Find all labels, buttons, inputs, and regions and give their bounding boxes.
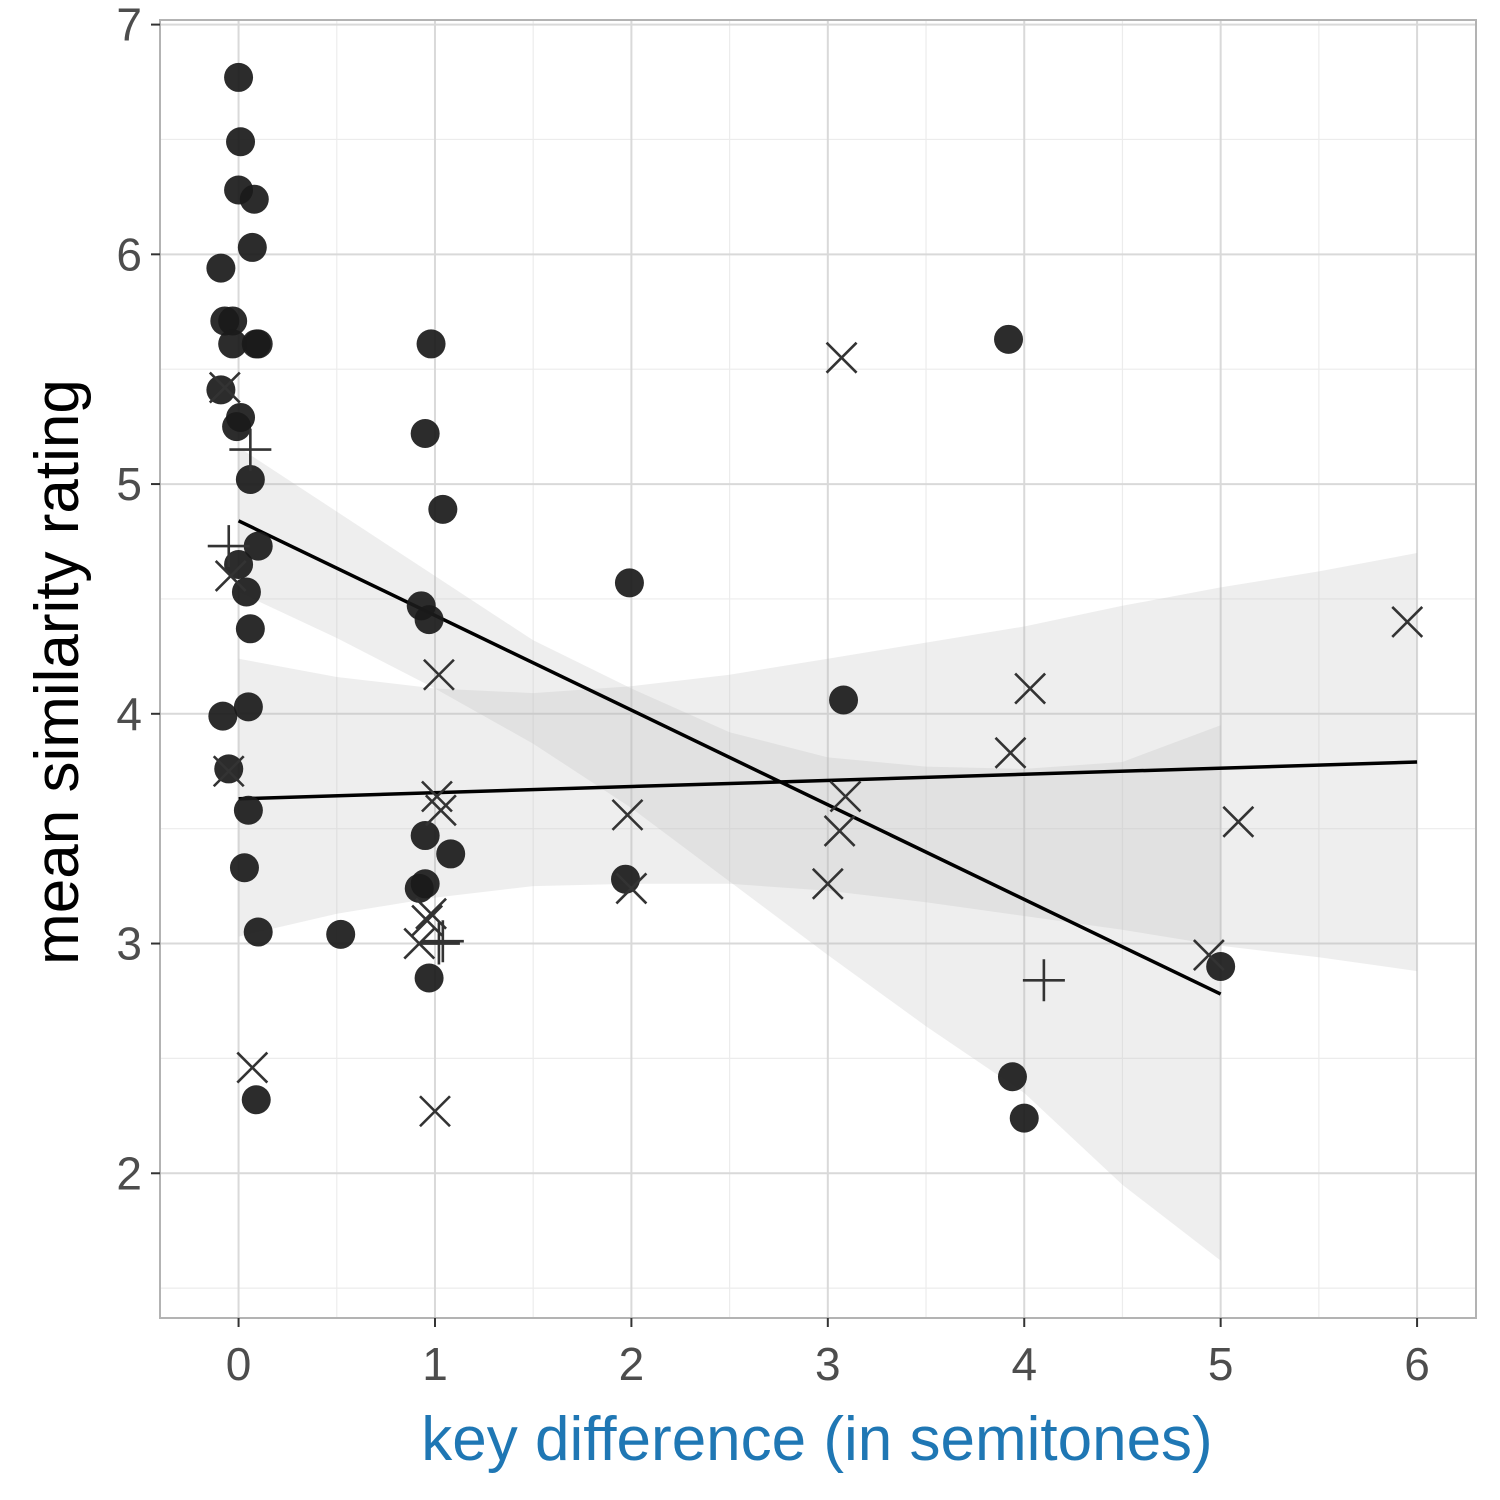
point-circle bbox=[218, 306, 248, 336]
point-circle bbox=[414, 605, 444, 635]
x-tick-label: 0 bbox=[226, 1338, 252, 1390]
axes: 0 1 2 3 4 5 6 2 3 4 5 6 7 bbox=[116, 0, 1477, 1390]
point-cross bbox=[236, 1051, 269, 1084]
regression-line-2 bbox=[238, 760, 1418, 801]
point-cross bbox=[811, 867, 844, 900]
regression-lines bbox=[237, 519, 1418, 996]
x-tick-label: 3 bbox=[815, 1338, 841, 1390]
point-circle bbox=[222, 412, 252, 442]
point-circle bbox=[326, 919, 356, 949]
point-circle bbox=[226, 127, 256, 157]
point-circle bbox=[414, 963, 444, 993]
x-tick-label: 6 bbox=[1404, 1338, 1430, 1390]
point-circle bbox=[436, 839, 466, 869]
grid-lines bbox=[160, 20, 1476, 1318]
x-tick-label: 4 bbox=[1011, 1338, 1037, 1390]
point-cross bbox=[994, 736, 1027, 769]
point-circle bbox=[218, 329, 248, 359]
point-circle bbox=[229, 853, 259, 883]
point-cross bbox=[829, 780, 862, 813]
point-circle bbox=[994, 324, 1024, 354]
x-tick-label: 2 bbox=[619, 1338, 645, 1390]
point-circle bbox=[997, 1062, 1027, 1092]
point-circle bbox=[410, 419, 440, 449]
point-cross bbox=[1222, 805, 1255, 838]
x-tick-label: 1 bbox=[422, 1338, 448, 1390]
point-plus bbox=[417, 922, 460, 965]
point-circle bbox=[206, 253, 236, 283]
point-circle bbox=[611, 864, 641, 894]
point-circle bbox=[235, 614, 265, 644]
point-plus bbox=[1022, 959, 1065, 1002]
point-circle bbox=[239, 184, 269, 214]
point-cross bbox=[422, 658, 455, 691]
confidence-band-1 bbox=[238, 447, 1221, 1261]
point-cross bbox=[212, 755, 245, 788]
point-circle bbox=[410, 821, 440, 851]
point-circle bbox=[224, 549, 254, 579]
y-tick-label: 2 bbox=[116, 1147, 142, 1199]
point-circle bbox=[428, 494, 458, 524]
point-circle bbox=[243, 917, 273, 947]
point-cross bbox=[615, 872, 648, 905]
point-circle bbox=[241, 1085, 271, 1115]
point-circle bbox=[416, 329, 446, 359]
point-circle bbox=[235, 464, 265, 494]
confidence-bands bbox=[238, 447, 1418, 1261]
point-circle bbox=[1009, 1103, 1039, 1133]
point-circle bbox=[233, 795, 263, 825]
point-circle bbox=[243, 531, 273, 561]
point-plus bbox=[229, 428, 272, 471]
point-cross bbox=[421, 780, 453, 813]
point-plus bbox=[421, 920, 464, 963]
point-cross bbox=[823, 815, 856, 847]
y-tick-label: 7 bbox=[116, 0, 142, 51]
plot-panel bbox=[160, 20, 1476, 1318]
y-axis-title: mean similarity rating bbox=[23, 379, 92, 965]
point-cross bbox=[419, 1095, 451, 1128]
point-cross bbox=[1192, 939, 1225, 971]
point-cross bbox=[1014, 672, 1047, 705]
y-tick-label: 5 bbox=[116, 458, 142, 510]
point-circle bbox=[214, 754, 244, 784]
y-tick-label: 3 bbox=[116, 918, 142, 970]
point-circle bbox=[404, 873, 434, 903]
y-tick-label: 6 bbox=[116, 228, 142, 280]
point-plus bbox=[207, 525, 250, 568]
point-cross bbox=[825, 341, 858, 374]
point-cross bbox=[1391, 605, 1424, 638]
x-axis-title: key difference (in semitones) bbox=[421, 1405, 1212, 1474]
point-cross bbox=[415, 897, 447, 930]
y-tick-label: 4 bbox=[116, 688, 142, 740]
confidence-band-2 bbox=[238, 553, 1418, 972]
point-cross bbox=[424, 794, 457, 827]
point-circle bbox=[224, 62, 254, 92]
point-cross bbox=[411, 904, 444, 937]
data-points bbox=[206, 62, 1424, 1133]
point-circle bbox=[233, 692, 263, 722]
regression-line-1 bbox=[237, 519, 1222, 996]
point-cross bbox=[214, 560, 247, 592]
point-circle bbox=[614, 568, 644, 598]
point-circle bbox=[243, 329, 273, 359]
panel-background bbox=[160, 20, 1476, 1318]
x-tick-label: 5 bbox=[1208, 1338, 1234, 1390]
point-circle bbox=[829, 685, 859, 715]
point-circle bbox=[208, 701, 238, 731]
point-cross bbox=[208, 371, 241, 404]
panel-border bbox=[159, 19, 1477, 1319]
point-cross bbox=[611, 798, 644, 831]
point-circle bbox=[237, 232, 267, 262]
